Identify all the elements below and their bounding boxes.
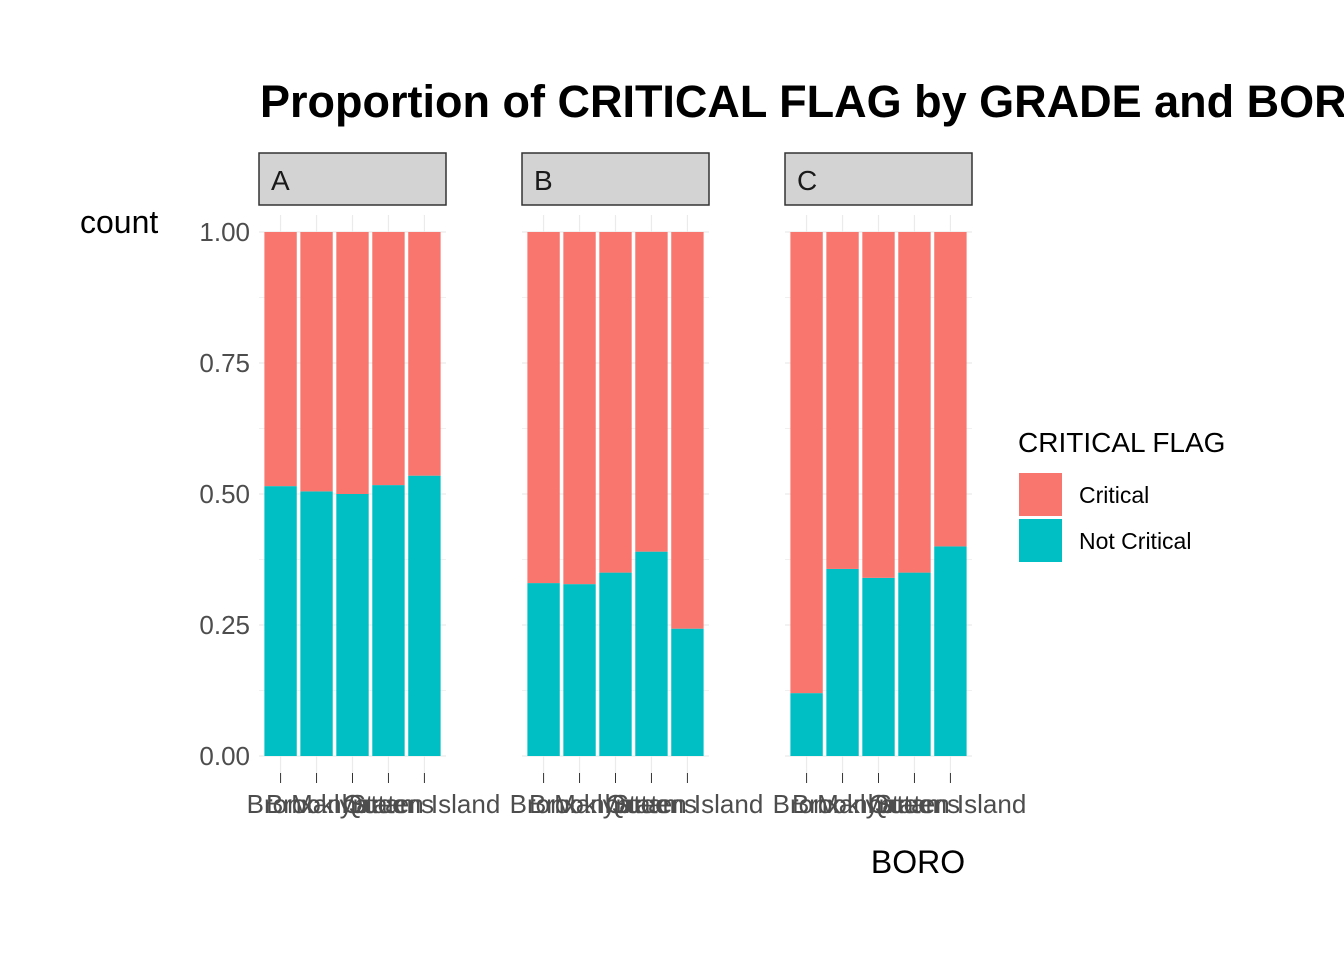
bar-not-critical-A-bronx bbox=[264, 486, 297, 756]
x-tick-label: Brooklyn bbox=[529, 789, 630, 819]
y-axis: 0.00 0.25 0.50 0.75 1.00 bbox=[199, 217, 250, 771]
x-tick-label: Staten Island bbox=[349, 789, 501, 819]
y-tick-label: 0.25 bbox=[199, 610, 250, 640]
legend-title: CRITICAL FLAG bbox=[1018, 427, 1225, 458]
bar-critical-A-staten-island bbox=[408, 232, 441, 476]
facet-strip-label: A bbox=[271, 165, 290, 196]
bar-not-critical-B-queens bbox=[635, 551, 668, 756]
bar-not-critical-A-manhattan bbox=[336, 494, 369, 756]
bar-critical-C-brooklyn bbox=[826, 232, 859, 569]
x-tick-label: Brooklyn bbox=[266, 789, 367, 819]
x-tick-label: Staten Island bbox=[875, 789, 1027, 819]
x-tick-label: Manhattan bbox=[291, 789, 414, 819]
bar-critical-B-brooklyn bbox=[563, 232, 596, 585]
bar-not-critical-B-bronx bbox=[527, 583, 560, 756]
bar-critical-B-queens bbox=[635, 232, 668, 552]
bar-not-critical-B-staten-island bbox=[671, 628, 704, 756]
bar-critical-B-bronx bbox=[527, 232, 560, 584]
bar-not-critical-C-bronx bbox=[790, 693, 823, 756]
legend-label: Not Critical bbox=[1079, 528, 1191, 554]
x-tick-label: Queens bbox=[343, 789, 434, 819]
bar-critical-B-manhattan bbox=[599, 232, 632, 573]
bar-critical-A-queens bbox=[372, 232, 405, 486]
x-tick-label: Queens bbox=[606, 789, 697, 819]
y-tick-label: 0.75 bbox=[199, 348, 250, 378]
y-tick-label: 0.50 bbox=[199, 479, 250, 509]
bar-not-critical-B-brooklyn bbox=[563, 584, 596, 756]
bar-critical-C-queens bbox=[898, 232, 931, 573]
legend-label: Critical bbox=[1079, 482, 1149, 508]
bar-not-critical-A-staten-island bbox=[408, 475, 441, 756]
bar-not-critical-A-queens bbox=[372, 485, 405, 756]
x-tick-label: Bronx bbox=[773, 789, 841, 819]
legend: CRITICAL FLAG Critical Not Critical bbox=[1018, 427, 1225, 562]
y-tick-label: 1.00 bbox=[199, 217, 250, 247]
y-axis-title: count bbox=[80, 204, 158, 240]
facet-strip-label: B bbox=[534, 165, 553, 196]
x-tick-label: Staten Island bbox=[612, 789, 764, 819]
bar-not-critical-C-manhattan bbox=[862, 577, 895, 756]
x-tick-label: Queens bbox=[869, 789, 960, 819]
bar-critical-A-brooklyn bbox=[300, 232, 333, 492]
x-tick-label: Manhattan bbox=[817, 789, 940, 819]
x-tick-label: Brooklyn bbox=[792, 789, 893, 819]
bar-not-critical-C-staten-island bbox=[934, 546, 967, 756]
bar-not-critical-C-queens bbox=[898, 572, 931, 756]
bar-not-critical-B-manhattan bbox=[599, 572, 632, 756]
x-tick-label: Bronx bbox=[510, 789, 578, 819]
x-tick-label: Bronx bbox=[247, 789, 315, 819]
legend-key-critical bbox=[1019, 473, 1062, 516]
facet-strip bbox=[784, 152, 973, 206]
bar-not-critical-A-brooklyn bbox=[300, 491, 333, 756]
bar-critical-C-staten-island bbox=[934, 232, 967, 547]
x-axis-title: BORO bbox=[871, 844, 965, 880]
y-tick-label: 0.00 bbox=[199, 741, 250, 771]
bar-critical-A-bronx bbox=[264, 232, 297, 487]
bar-critical-C-bronx bbox=[790, 232, 823, 694]
facet-strip-label: C bbox=[797, 165, 817, 196]
bar-critical-B-staten-island bbox=[671, 232, 704, 629]
legend-key-not-critical bbox=[1019, 519, 1062, 562]
facet-strip bbox=[521, 152, 710, 206]
chart-title: Proportion of CRITICAL FLAG by GRADE and… bbox=[260, 76, 1344, 127]
facet-strip bbox=[258, 152, 447, 206]
x-tick-label: Manhattan bbox=[554, 789, 677, 819]
bar-critical-C-manhattan bbox=[862, 232, 895, 578]
bar-not-critical-C-brooklyn bbox=[826, 568, 859, 756]
bar-critical-A-manhattan bbox=[336, 232, 369, 494]
